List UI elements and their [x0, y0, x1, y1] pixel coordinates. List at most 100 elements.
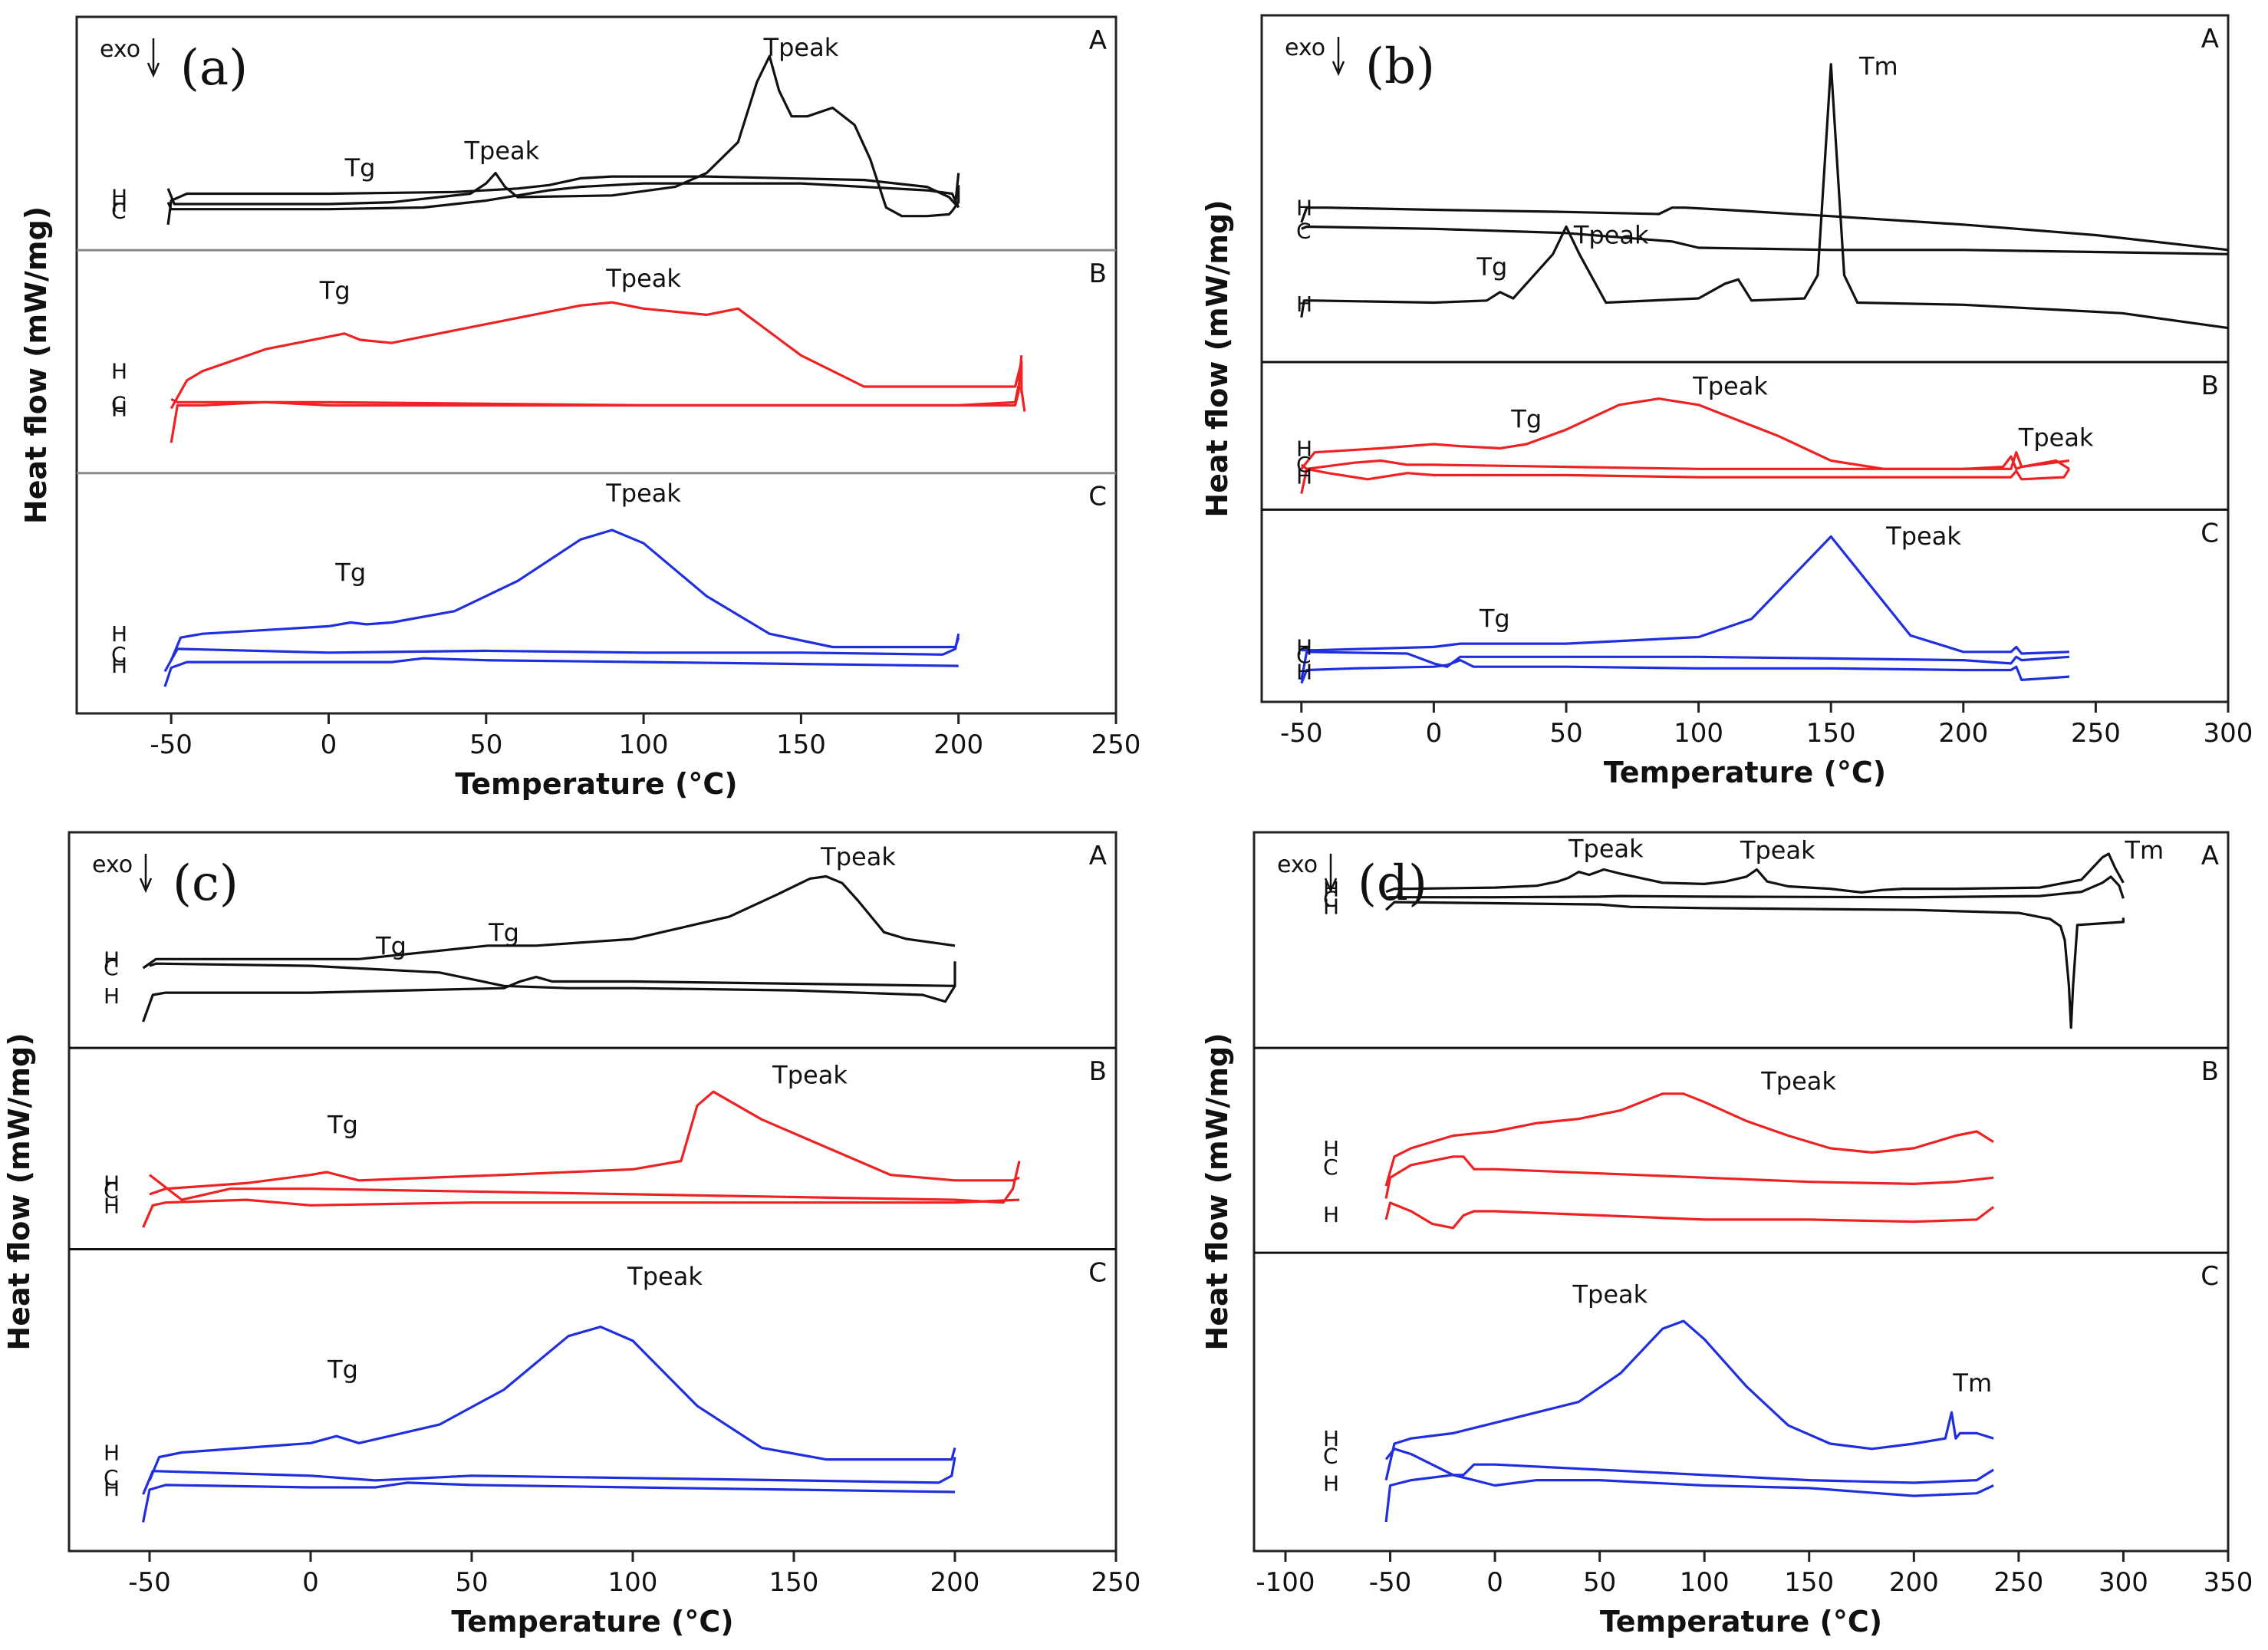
row-label: H [111, 396, 127, 421]
row-label: H [104, 1171, 120, 1196]
row-label: C [104, 1178, 119, 1204]
x-tick-label: -100 [1256, 1567, 1315, 1598]
x-axis-label: Temperature (°C) [455, 767, 737, 801]
x-tick-label: 200 [933, 729, 983, 760]
row-label: C [1296, 218, 1312, 243]
row-label: H [111, 359, 127, 384]
x-tick-label: 300 [2098, 1567, 2148, 1598]
subplot-title: (b) [1365, 38, 1435, 95]
exo-arrow-icon [1324, 878, 1338, 894]
series-line-C-1 [163, 633, 960, 673]
x-tick-label: 100 [608, 1567, 658, 1598]
annotation-label: Tg [344, 153, 376, 183]
row-label: H [104, 983, 120, 1009]
y-axis-label: Heat flow (mW/mg) [1200, 199, 1234, 517]
row-label: C [111, 642, 127, 667]
exo-label: exo [1285, 35, 1325, 61]
x-tick-label: 0 [321, 729, 337, 760]
x-tick-label: 50 [1583, 1567, 1616, 1598]
panel-letter-C: C [1088, 482, 1107, 512]
series-line-B-0 [170, 301, 1023, 410]
series-line-A-1 [1301, 225, 2229, 255]
row-label: H [1296, 659, 1312, 684]
series-line-C-2 [163, 657, 959, 687]
annotation-label: Tg [319, 276, 351, 305]
annotation-label: Tpeak [820, 842, 896, 871]
row-label: H [1323, 877, 1339, 902]
subplot-3: -100 -50 0 50 100 150 200 250 300 350 Temperature … [1200, 831, 2253, 1638]
row-label: H [1323, 1202, 1339, 1227]
row-label: H [111, 185, 127, 210]
row-label: H [1323, 1426, 1339, 1451]
x-axis-label: Temperature (°C) [1600, 1605, 1882, 1638]
row-label: C [1296, 452, 1312, 477]
x-axis-label: Temperature (°C) [451, 1605, 733, 1638]
x-tick-label: 0 [302, 1567, 319, 1598]
x-tick-label: 200 [930, 1567, 980, 1598]
annotation-label: Tg [488, 918, 519, 947]
series-line-A-0 [1385, 852, 2125, 894]
x-tick-label: 100 [1674, 718, 1723, 749]
plot-frame [67, 831, 1118, 1553]
row-label: H [111, 621, 127, 647]
row-label: C [1323, 1444, 1338, 1469]
subplot-2: -50 0 50 100 150 200 250 Temperature (°C) Heat f… [2, 831, 1141, 1638]
exo-label: exo [100, 36, 140, 63]
series-line-C-0 [1301, 535, 2069, 655]
plot-frame [75, 15, 1118, 715]
x-tick-label: 0 [1426, 718, 1443, 749]
annotation-label: Tpeak [1740, 835, 1815, 865]
row-label: C [1296, 643, 1312, 668]
series-line-B-0 [149, 1090, 1020, 1196]
series-line-C-2 [1384, 1474, 1994, 1523]
row-label: H [1323, 1471, 1339, 1497]
series-line-A-2 [142, 976, 956, 1023]
series-line-C-0 [1384, 1319, 1994, 1480]
x-tick-label: 50 [469, 729, 502, 760]
row-label: H [1296, 291, 1312, 317]
x-tick-label: 100 [1680, 1567, 1730, 1598]
x-tick-label: -50 [128, 1567, 171, 1598]
series-line-B-2 [170, 355, 1023, 443]
annotation-label: Tpeak [605, 479, 681, 508]
series-line-A-0 [166, 54, 960, 218]
annotation-label: Tg [327, 1355, 358, 1384]
annotation-label: Tg [1479, 604, 1510, 634]
row-label: C [111, 391, 127, 417]
series-line-C-1 [1300, 650, 2070, 680]
x-tick-label: -50 [150, 729, 193, 760]
plot-frame [1253, 831, 2230, 1553]
x-tick-label: 50 [1549, 718, 1582, 749]
series-line-B-0 [1300, 397, 2070, 470]
annotation-label: Tpeak [605, 264, 681, 293]
row-label: H [104, 1440, 120, 1465]
y-axis-label: Heat flow (mW/mg) [2, 1032, 36, 1350]
exo-arrow-icon [146, 62, 160, 78]
series-line-A-1 [1385, 875, 2125, 900]
series-line-A-2 [166, 173, 960, 226]
annotation-label: Tpeak [763, 33, 839, 62]
plot-frame [1260, 14, 2230, 703]
panel-letter-B: B [1089, 1056, 1107, 1087]
annotation-label: Tpeak [1885, 522, 1961, 551]
x-tick-label: 150 [776, 729, 826, 760]
row-label: H [111, 192, 127, 217]
annotation-label: Tm [1858, 51, 1898, 81]
series-line-A-0 [1300, 206, 2229, 252]
x-tick-label: -50 [1369, 1567, 1412, 1598]
subplot-title: (a) [180, 40, 248, 97]
x-tick-label: 250 [2071, 718, 2121, 749]
series-line-C-1 [142, 1457, 956, 1495]
annotation-label: Tg [1476, 252, 1507, 282]
y-axis-label: Heat flow (mW/mg) [19, 206, 53, 524]
x-tick-label: 0 [1486, 1567, 1503, 1598]
row-label: H [1296, 464, 1312, 489]
annotation-label: Tpeak [627, 1262, 703, 1291]
row-label: H [1296, 634, 1312, 660]
series-line-A-0 [142, 874, 956, 970]
row-label: H [1323, 1136, 1339, 1161]
exo-label: exo [1277, 851, 1318, 878]
series-line-A-2 [1300, 63, 2229, 330]
row-label: C [1323, 887, 1338, 912]
